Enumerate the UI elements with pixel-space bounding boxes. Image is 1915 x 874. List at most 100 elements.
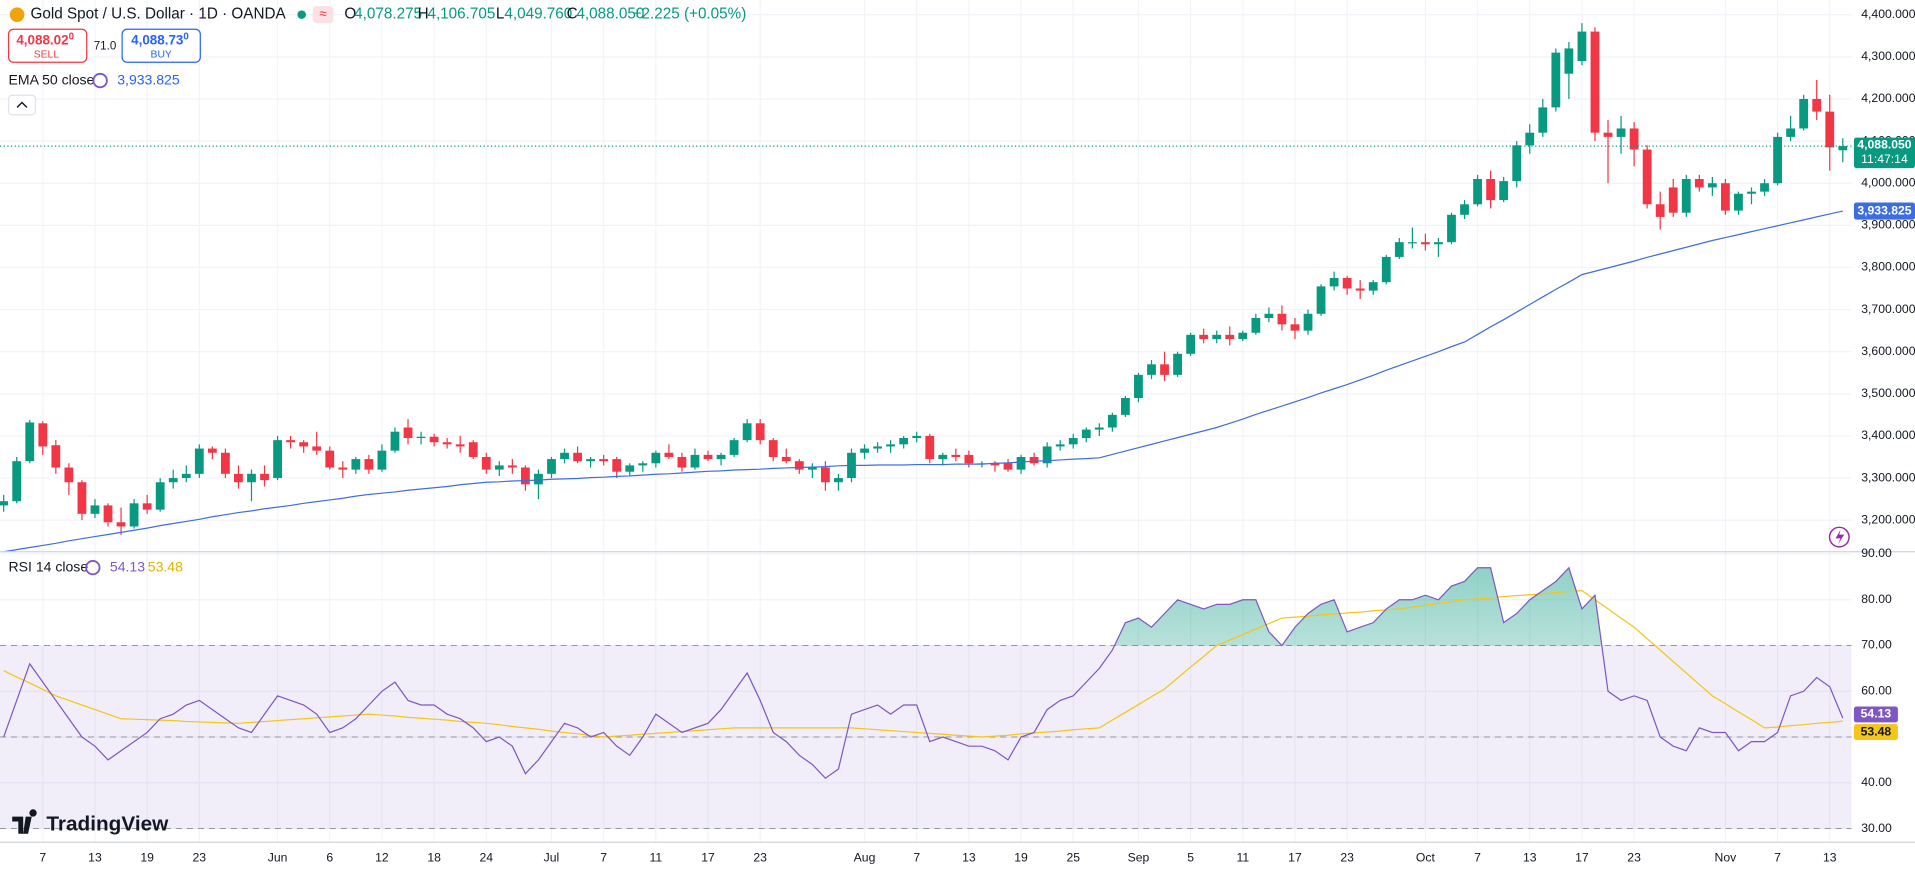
rsi-ma-line xyxy=(3,590,1843,738)
candle-body xyxy=(1694,179,1704,188)
candle-body xyxy=(90,505,100,514)
candle-body xyxy=(1303,313,1313,331)
candle-body xyxy=(1747,191,1756,194)
ohlc-value: 4,088.050 xyxy=(576,6,644,23)
candle-body xyxy=(1003,463,1013,470)
candle-body xyxy=(1381,256,1391,283)
y-tick-label: 30.00 xyxy=(1861,821,1892,835)
candle-body xyxy=(273,440,282,479)
candle-body xyxy=(116,522,126,527)
candle-body xyxy=(768,440,778,457)
candle-body xyxy=(377,450,387,470)
x-tick-label: 19 xyxy=(140,850,154,864)
candle-body xyxy=(1212,334,1222,340)
status-dot xyxy=(297,10,306,19)
badge xyxy=(312,6,334,24)
candle-body xyxy=(234,473,243,483)
y-tick-label: 3,900.000 xyxy=(1861,218,1915,232)
ohlc-key: O xyxy=(344,6,356,23)
candle-body xyxy=(1473,179,1482,205)
alert-icon[interactable] xyxy=(1828,526,1850,548)
indicator-icon[interactable] xyxy=(85,559,101,576)
candle-body xyxy=(951,454,961,457)
overbought-fill xyxy=(1114,567,1602,646)
x-tick-label: 17 xyxy=(1288,850,1302,864)
price-label-box xyxy=(1853,137,1915,169)
candle-body xyxy=(1564,48,1574,74)
x-tick-label: 7 xyxy=(1774,850,1781,864)
x-tick-label: 18 xyxy=(427,850,441,864)
candle-body xyxy=(351,459,361,470)
candle-body xyxy=(481,456,491,470)
candle-body xyxy=(1486,179,1496,201)
candle-body xyxy=(1603,132,1613,137)
ohlc-key: H xyxy=(418,6,429,23)
candle-body xyxy=(403,427,413,439)
candle-body xyxy=(1251,317,1261,333)
candle-body xyxy=(1029,456,1039,464)
candle-body xyxy=(742,423,752,441)
candle-body xyxy=(1081,429,1091,439)
x-tick-label: 17 xyxy=(1575,850,1589,864)
x-tick-label: 23 xyxy=(753,850,767,864)
candle-body xyxy=(1277,313,1287,325)
candle-body xyxy=(547,459,556,474)
series-label-box xyxy=(1853,202,1915,220)
collapse-icon xyxy=(16,101,28,108)
y-tick-label: 40.00 xyxy=(1861,775,1892,789)
x-tick-label: Oct xyxy=(1416,850,1436,864)
x-tick-label: 7 xyxy=(1474,850,1481,864)
candle-body xyxy=(0,501,9,506)
candle-body xyxy=(1538,107,1548,133)
axis-layer: 7 13 19 23 Jun 6 12 18 24 Jul 7 11 17 23 Aug 7 13 19 25 Sep… xyxy=(39,7,1915,864)
x-tick-label: 7 xyxy=(913,850,920,864)
candle-body xyxy=(468,442,478,457)
candle-body xyxy=(12,461,22,502)
indicator-icon[interactable] xyxy=(92,72,108,89)
x-tick-label: Aug xyxy=(854,850,876,864)
y-tick-label: 4,300.000 xyxy=(1861,49,1915,63)
grid-layer xyxy=(0,0,1852,843)
y-tick-label: 4,200.000 xyxy=(1861,91,1915,105)
candle-body xyxy=(103,505,113,523)
candle-body xyxy=(1316,286,1326,314)
brand-name[interactable]: TradingView xyxy=(46,813,169,836)
candle-body xyxy=(703,454,713,460)
candle-body xyxy=(1173,353,1182,375)
candle-body xyxy=(1825,111,1835,148)
ema-line xyxy=(3,210,1843,553)
candle-body xyxy=(534,473,543,485)
ohlc-value: 4,049.760 xyxy=(504,6,572,23)
rsi-line xyxy=(3,566,1844,780)
x-tick-label: 5 xyxy=(1187,850,1194,864)
candle-body xyxy=(221,452,230,474)
candle-body xyxy=(181,473,191,479)
candle-body xyxy=(1721,183,1730,211)
candle-body xyxy=(1551,52,1561,108)
candle-body xyxy=(781,456,791,462)
candle-body xyxy=(299,442,309,447)
symbol-title[interactable]: Gold Spot / U.S. Dollar · 1D · OANDA xyxy=(31,6,287,23)
ohlc-value: 4,078.275 xyxy=(354,6,422,23)
candle-body xyxy=(507,465,517,468)
x-tick-label: 13 xyxy=(1523,850,1537,864)
x-tick-label: 19 xyxy=(1014,850,1028,864)
y-tick-label: 3,500.000 xyxy=(1861,386,1915,400)
candle-body xyxy=(964,454,974,464)
candle-body xyxy=(1160,364,1169,375)
candle-body xyxy=(247,473,256,483)
y-tick-label: 3,400.000 xyxy=(1861,428,1915,442)
candle-body xyxy=(38,423,48,447)
collapse-button[interactable] xyxy=(7,94,37,116)
sell-label: SELL xyxy=(34,50,60,61)
y-tick-label: 60.00 xyxy=(1861,684,1892,698)
x-tick-label: 13 xyxy=(962,850,976,864)
buy-button[interactable] xyxy=(121,28,201,63)
candle-body xyxy=(990,463,1000,466)
candle-body xyxy=(1121,398,1130,415)
candle-body xyxy=(455,444,465,447)
candle-body xyxy=(834,478,843,483)
candle-body xyxy=(677,456,687,468)
sell-button[interactable] xyxy=(7,28,88,63)
